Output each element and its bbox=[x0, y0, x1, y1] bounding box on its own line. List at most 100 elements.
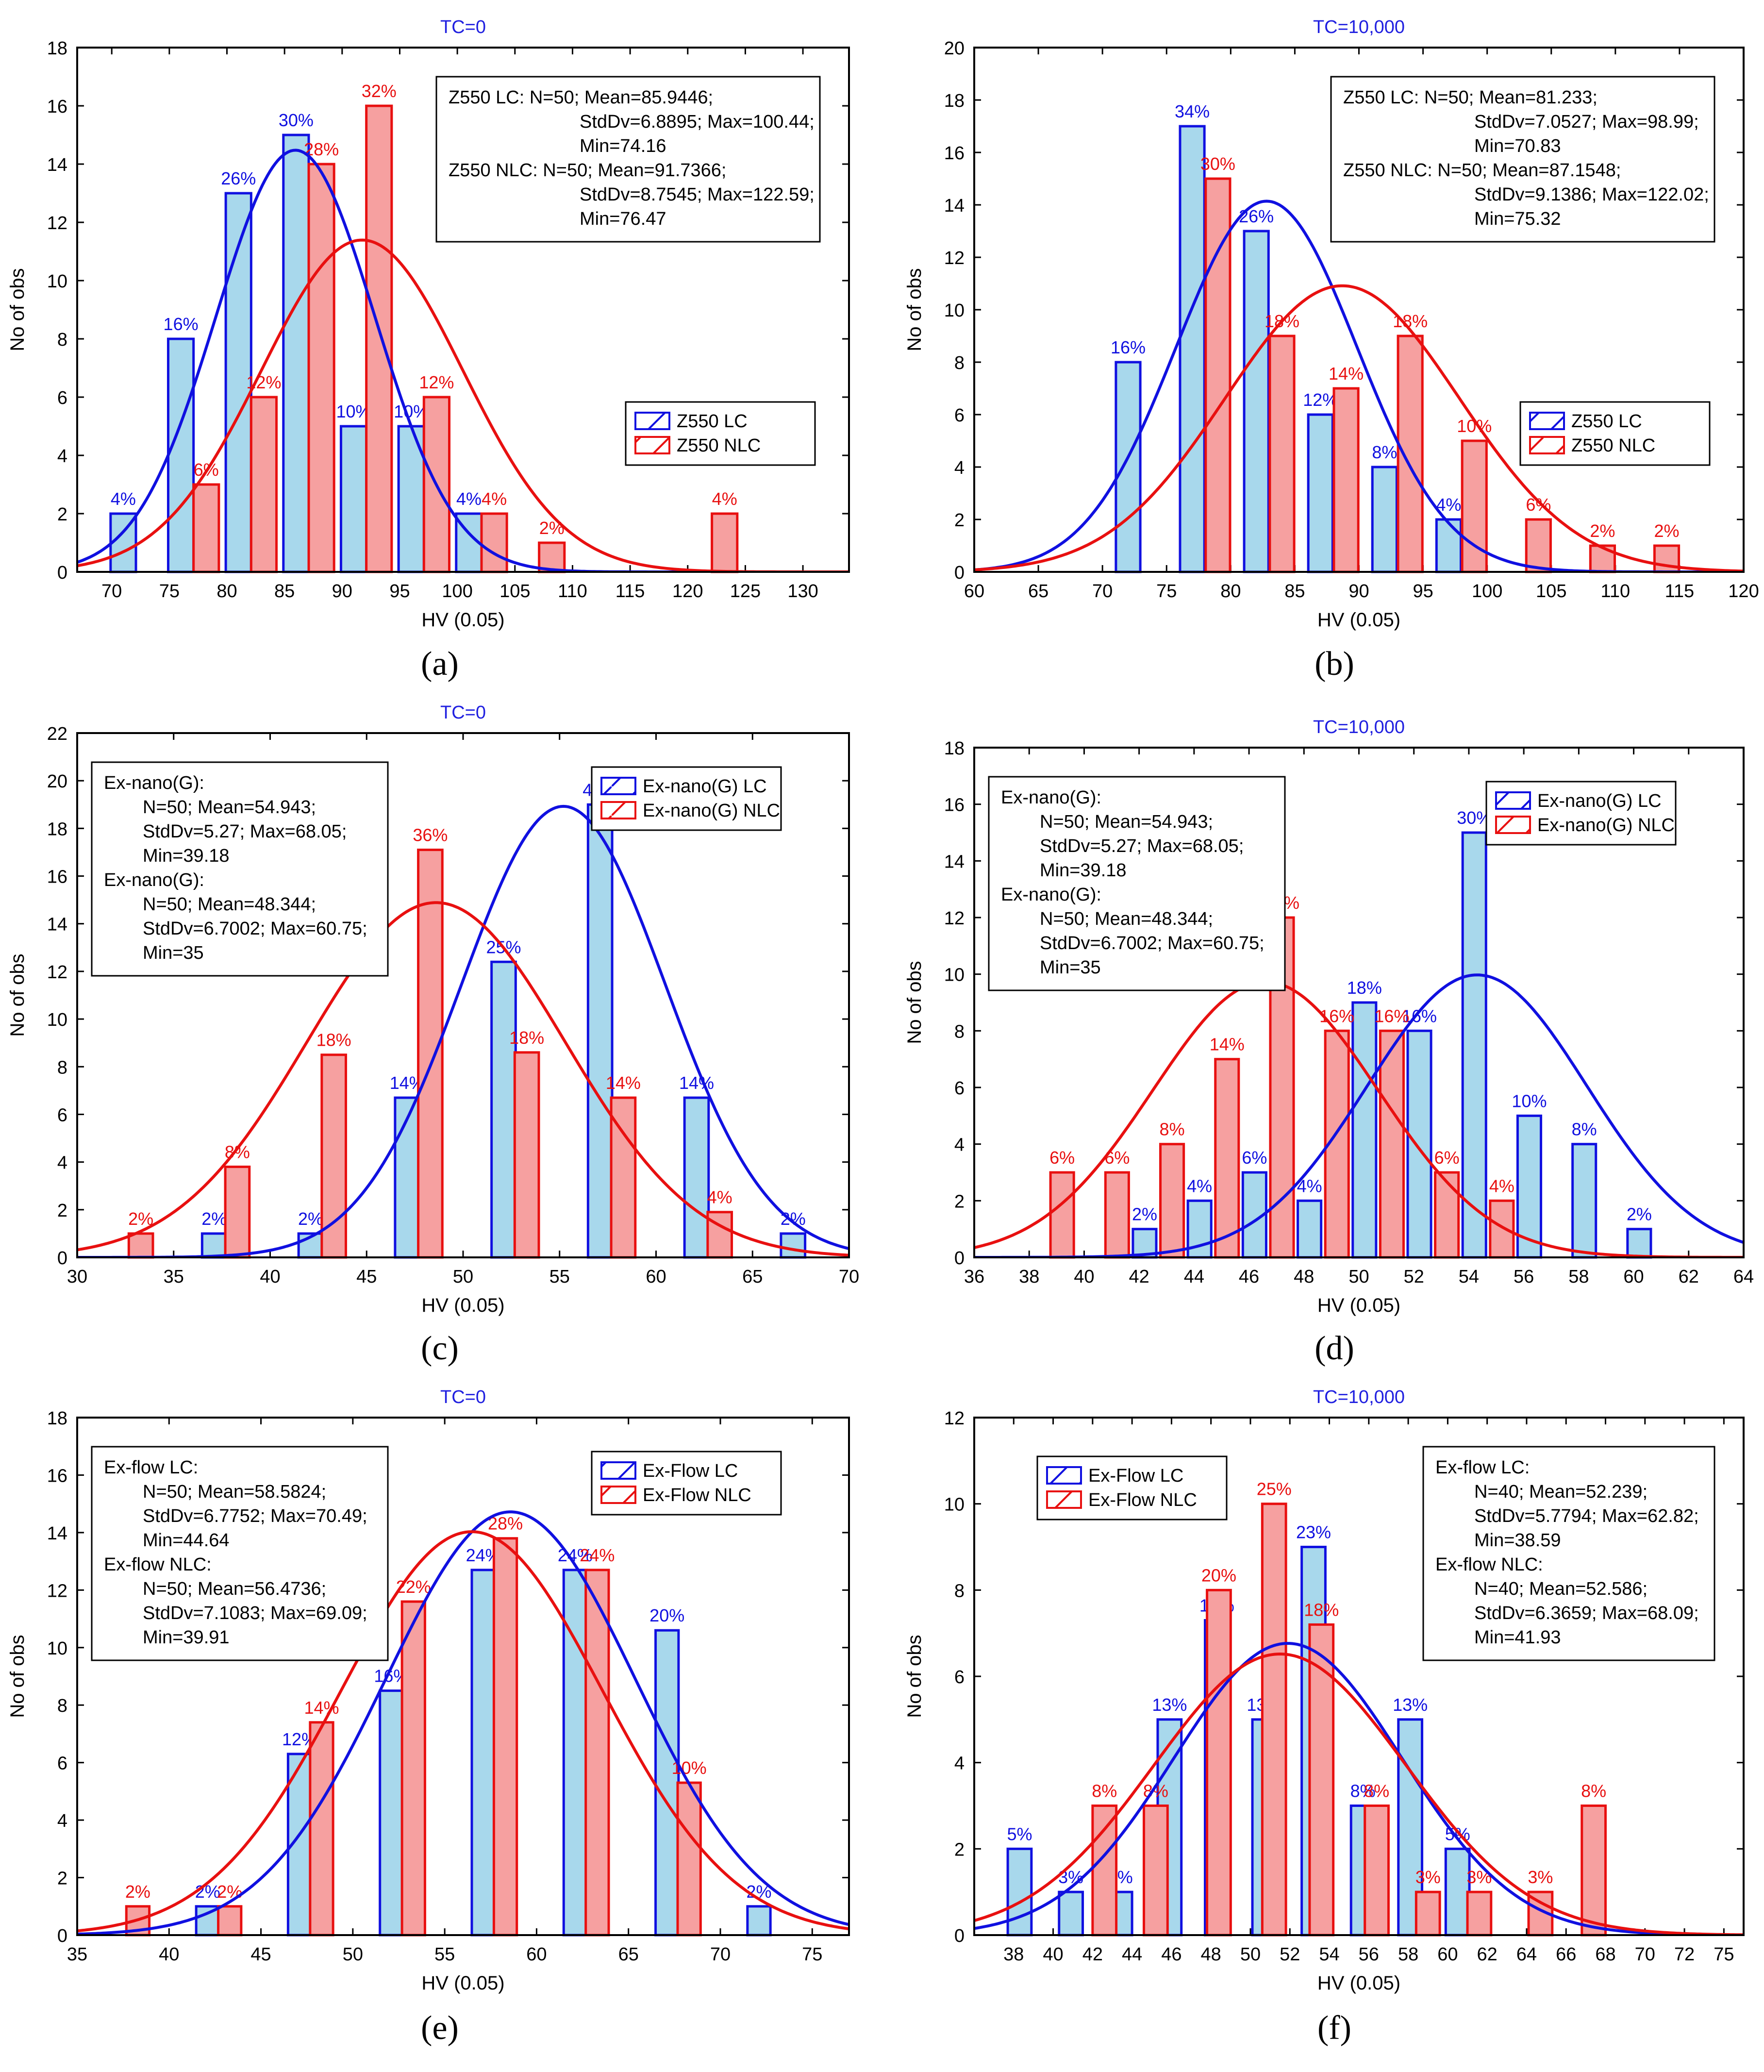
x-tick-label: 75 bbox=[159, 581, 180, 602]
nlc-normal-curve bbox=[77, 901, 849, 1257]
stats-line: N=50; Mean=56.4736; bbox=[143, 1579, 326, 1599]
stats-line: Min=74.16 bbox=[580, 136, 666, 156]
stats-line: Z550 NLC: N=50; Mean=87.1548; bbox=[1343, 160, 1621, 181]
x-axis-label: HV (0.05) bbox=[1317, 609, 1400, 631]
x-axis-label: HV (0.05) bbox=[421, 1972, 504, 1994]
nlc-bar-label: 18% bbox=[316, 1030, 351, 1050]
x-tick-label: 75 bbox=[1156, 581, 1177, 602]
x-tick-label: 90 bbox=[1348, 581, 1369, 602]
nlc-bar bbox=[1143, 1805, 1169, 1937]
legend-entry: Ex-Flow NLC bbox=[643, 1485, 751, 1505]
stats-line: StdDv=5.7794; Max=62.82; bbox=[1474, 1506, 1699, 1526]
nlc-bar bbox=[1159, 1143, 1185, 1259]
x-tick-label: 50 bbox=[343, 1944, 363, 1965]
stats-box bbox=[988, 776, 1286, 991]
x-tick-label: 75 bbox=[1714, 1944, 1734, 1965]
x-tick-label: 95 bbox=[389, 581, 410, 602]
plot-frame bbox=[973, 747, 1745, 1258]
x-tick-label: 68 bbox=[1595, 1944, 1615, 1965]
x-tick-label: 90 bbox=[332, 581, 352, 602]
x-tick-label: 120 bbox=[1728, 581, 1759, 602]
lc-bar bbox=[339, 425, 368, 573]
x-tick-label: 70 bbox=[1092, 581, 1113, 602]
nlc-bar-label: 8% bbox=[1364, 1781, 1389, 1801]
nlc-bar-label: 8% bbox=[1160, 1120, 1185, 1139]
legend-swatch-hatch bbox=[601, 1462, 635, 1479]
lc-bar-label: 8% bbox=[1350, 1781, 1376, 1801]
x-tick-label: 48 bbox=[1201, 1944, 1221, 1965]
panel-caption: (d) bbox=[1315, 1330, 1354, 1367]
lc-bar-label: 2% bbox=[781, 1209, 806, 1229]
stats-box bbox=[1330, 76, 1715, 243]
y-axis-label: No of obs bbox=[7, 1635, 28, 1718]
stats-line: N=50; Mean=58.5824; bbox=[143, 1482, 326, 1502]
x-tick-label: 54 bbox=[1459, 1267, 1479, 1287]
nlc-bar bbox=[1466, 1890, 1493, 1937]
nlc-bar bbox=[1364, 1805, 1390, 1937]
nlc-bar bbox=[1268, 334, 1296, 573]
y-tick-label: 0 bbox=[57, 1248, 67, 1269]
y-tick-label: 4 bbox=[57, 446, 67, 467]
x-tick-label: 42 bbox=[1129, 1267, 1149, 1287]
nlc-bar bbox=[1204, 177, 1231, 573]
lc-bar-label: 2% bbox=[1132, 1204, 1157, 1224]
stats-line: Min=41.93 bbox=[1474, 1627, 1561, 1648]
x-tick-label: 35 bbox=[164, 1267, 184, 1287]
nlc-bar-label: 3% bbox=[1466, 1867, 1492, 1887]
stats-box bbox=[91, 761, 389, 977]
lc-bar bbox=[1571, 1143, 1598, 1259]
legend-entry: Ex-nano(G) NLC bbox=[643, 801, 780, 821]
y-tick-label: 10 bbox=[47, 1638, 67, 1659]
y-tick-label: 0 bbox=[954, 1926, 965, 1946]
lc-bar-label: 26% bbox=[1239, 206, 1274, 226]
panel-caption: (f) bbox=[1317, 2009, 1351, 2047]
nlc-bar bbox=[1104, 1171, 1130, 1259]
x-tick-label: 50 bbox=[1240, 1944, 1261, 1965]
y-axis-label: No of obs bbox=[7, 268, 28, 351]
y-tick-label: 12 bbox=[944, 248, 965, 268]
nlc-bar-label: 36% bbox=[413, 825, 448, 845]
stats-line: Min=35 bbox=[143, 943, 204, 963]
nlc-bar bbox=[1379, 1029, 1405, 1259]
nlc-bar bbox=[492, 1537, 518, 1937]
legend-entry: Ex-nano(G) LC bbox=[1537, 791, 1662, 811]
stats-line: Z550 LC: N=50; Mean=85.9446; bbox=[449, 87, 713, 108]
lc-bar bbox=[1435, 518, 1463, 573]
nlc-normal-curve bbox=[974, 980, 1744, 1257]
lc-bar bbox=[1406, 1029, 1432, 1259]
stats-line: N=50; Mean=48.344; bbox=[1040, 909, 1213, 929]
stats-line: Min=75.32 bbox=[1474, 209, 1561, 229]
lc-bar bbox=[654, 1629, 680, 1937]
lc-bar-label: 26% bbox=[221, 168, 256, 188]
x-tick-label: 125 bbox=[730, 581, 761, 602]
x-tick-label: 110 bbox=[1601, 581, 1631, 602]
x-tick-label: 60 bbox=[1623, 1267, 1644, 1287]
stats-line: StdDv=9.1386; Max=122.02; bbox=[1474, 184, 1709, 205]
y-tick-label: 18 bbox=[47, 819, 67, 839]
plot-frame bbox=[76, 1417, 850, 1936]
plot-frame bbox=[76, 47, 850, 573]
x-axis-label: HV (0.05) bbox=[421, 609, 504, 631]
x-tick-label: 70 bbox=[1635, 1944, 1655, 1965]
legend-swatch-hatch bbox=[601, 1487, 635, 1503]
lc-bar bbox=[166, 337, 195, 573]
legend-swatch-hatch bbox=[635, 437, 669, 453]
x-tick-label: 64 bbox=[1733, 1267, 1754, 1287]
nlc-bar bbox=[1308, 1623, 1335, 1937]
x-tick-label: 70 bbox=[710, 1944, 731, 1965]
stats-box bbox=[435, 76, 821, 243]
nlc-bar bbox=[1489, 1199, 1515, 1259]
y-tick-label: 8 bbox=[57, 1057, 67, 1078]
lc-bar-label: 8% bbox=[1572, 1120, 1597, 1139]
x-tick-label: 40 bbox=[260, 1267, 280, 1287]
x-tick-label: 100 bbox=[1472, 581, 1502, 602]
nlc-bar-label: 2% bbox=[125, 1882, 150, 1902]
y-tick-label: 6 bbox=[57, 1754, 67, 1774]
y-tick-label: 20 bbox=[944, 38, 965, 59]
nlc-bar-label: 8% bbox=[1581, 1781, 1606, 1801]
x-tick-label: 95 bbox=[1413, 581, 1433, 602]
nlc-bar-label: 16% bbox=[1374, 1006, 1409, 1026]
y-axis-label: No of obs bbox=[904, 961, 925, 1044]
legend-entry: Ex-Flow LC bbox=[643, 1461, 738, 1481]
chart-title: TC=0 bbox=[440, 1387, 486, 1407]
